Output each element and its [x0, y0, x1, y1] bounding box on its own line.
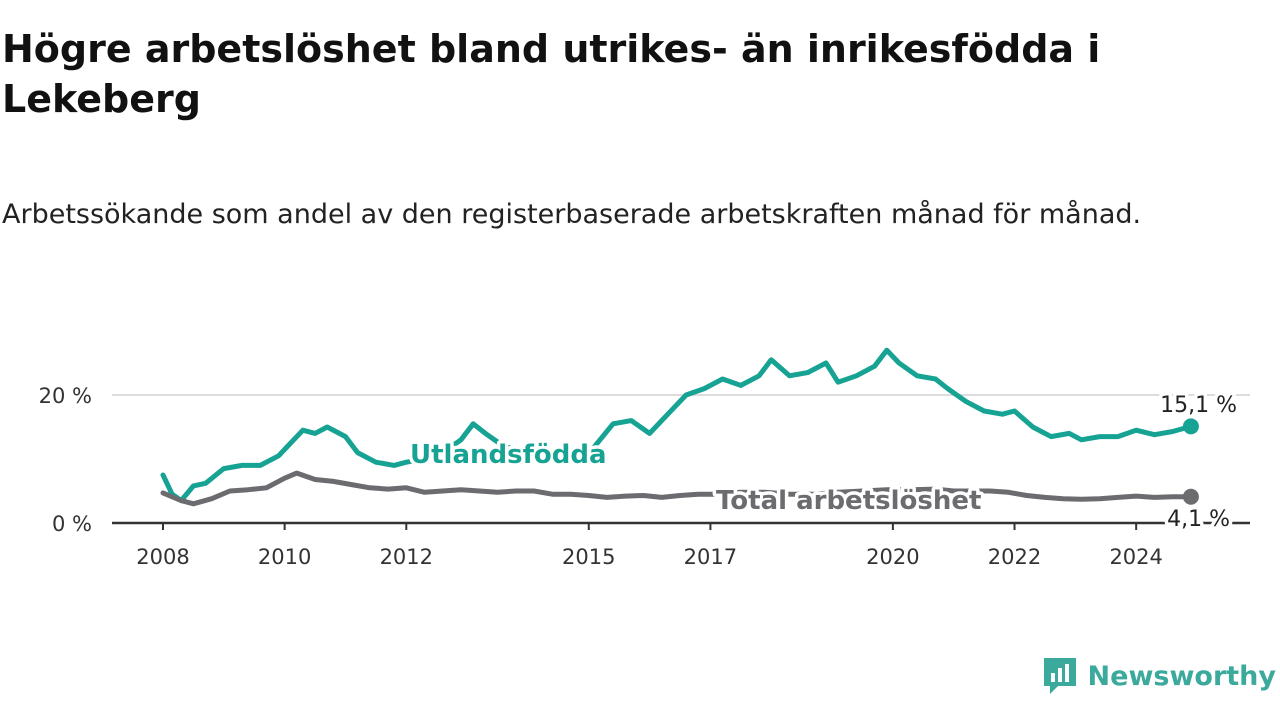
y-tick-label: 0 % — [52, 512, 92, 536]
series-line-total — [160, 470, 1194, 507]
brand-name: Newsworthy — [1087, 660, 1276, 692]
series-end-point — [1182, 488, 1199, 505]
x-tick-label: 2010 — [258, 545, 311, 569]
end-value-label-utlandsfodda: 15,1 % — [1160, 393, 1237, 418]
chart-subtitle: Arbetssökande som andel av den registerb… — [2, 199, 1142, 230]
x-tick-label: 2020 — [866, 545, 919, 569]
series-line-utlandsfodda — [160, 347, 1194, 504]
x-tick-label: 2022 — [988, 545, 1041, 569]
x-tick-label: 2017 — [684, 545, 737, 569]
x-tick-label: 2012 — [380, 545, 433, 569]
x-tick-label: 2015 — [562, 545, 615, 569]
brand-logo: Newsworthy — [1042, 656, 1276, 696]
y-tick-label: 20 % — [39, 384, 92, 408]
series-label-utlandsfodda: Utlandsfödda — [410, 440, 607, 470]
series-label-total: Total arbetslöshet — [716, 486, 981, 516]
newsworthy-logo-icon — [1043, 658, 1076, 694]
series-end-point — [1182, 418, 1199, 435]
x-tick-label: 2024 — [1109, 545, 1162, 569]
end-value-label-total: 4,1 % — [1167, 507, 1230, 532]
x-tick-label: 2008 — [136, 545, 189, 569]
chart-title: Högre arbetslöshet bland utrikes- än inr… — [2, 27, 1101, 121]
